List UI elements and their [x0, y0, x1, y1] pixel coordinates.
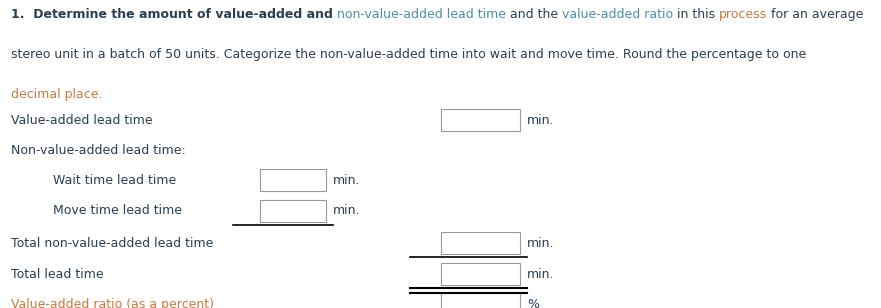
Text: decimal place.: decimal place. [11, 88, 102, 101]
FancyBboxPatch shape [260, 200, 326, 222]
Text: Value-added lead time: Value-added lead time [11, 114, 152, 127]
Text: Total non-value-added lead time: Total non-value-added lead time [11, 237, 213, 250]
Text: and the: and the [506, 8, 562, 21]
Text: in this: in this [673, 8, 719, 21]
Text: min.: min. [527, 268, 554, 281]
Text: Value-added ratio (as a percent): Value-added ratio (as a percent) [11, 298, 213, 308]
Text: Non-value-added lead time:: Non-value-added lead time: [11, 144, 185, 157]
FancyBboxPatch shape [440, 263, 520, 285]
Text: for an average: for an average [767, 8, 863, 21]
Text: min.: min. [527, 237, 554, 250]
Text: stereo unit in a batch of 50 units. Categorize the non-value-added time into wai: stereo unit in a batch of 50 units. Cate… [11, 48, 806, 61]
Text: min.: min. [527, 114, 554, 127]
FancyBboxPatch shape [260, 169, 326, 191]
Text: min.: min. [333, 174, 360, 187]
Text: value-added ratio: value-added ratio [562, 8, 673, 21]
Text: Wait time lead time: Wait time lead time [53, 174, 176, 187]
Text: Move time lead time: Move time lead time [53, 205, 181, 217]
FancyBboxPatch shape [440, 293, 520, 308]
FancyBboxPatch shape [440, 232, 520, 254]
Text: 1.  Determine the amount of value-added and: 1. Determine the amount of value-added a… [11, 8, 337, 21]
Text: process: process [719, 8, 767, 21]
Text: min.: min. [333, 205, 360, 217]
Text: non-value-added lead time: non-value-added lead time [337, 8, 506, 21]
FancyBboxPatch shape [440, 109, 520, 131]
Text: Total lead time: Total lead time [11, 268, 103, 281]
Text: %: % [527, 298, 539, 308]
